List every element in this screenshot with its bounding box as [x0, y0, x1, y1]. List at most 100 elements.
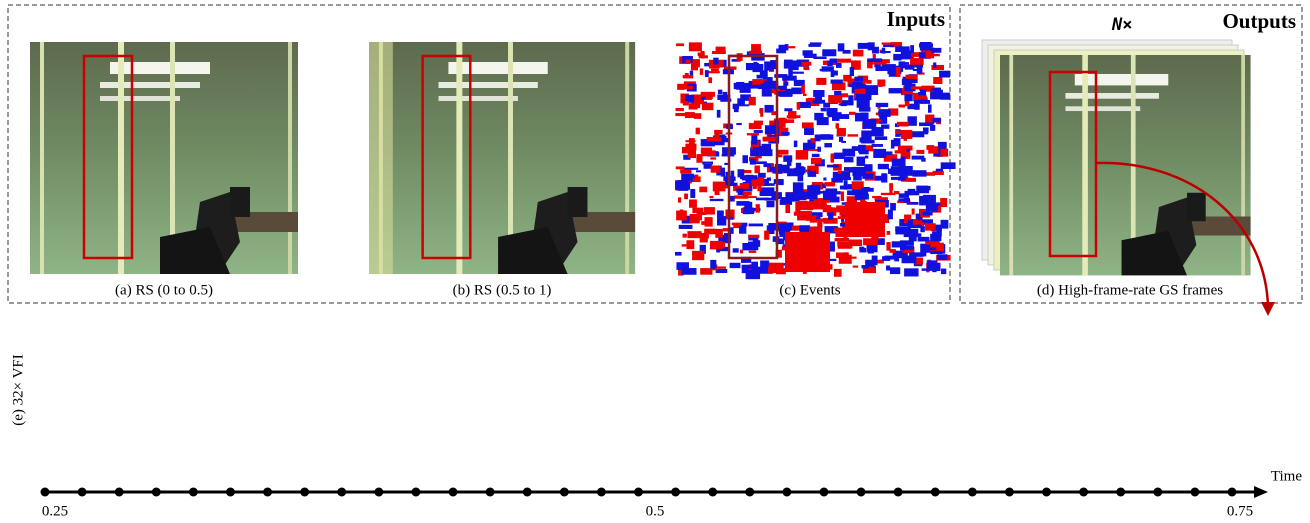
event-blob [881, 124, 890, 129]
event-blob [875, 66, 883, 72]
event-blob [704, 62, 710, 67]
event-blob [879, 59, 890, 64]
event-blob [715, 268, 728, 274]
event-blob [861, 139, 875, 144]
event-blob [890, 202, 896, 211]
event-blob [750, 140, 760, 150]
event-blob [899, 240, 914, 246]
event-blob [708, 61, 720, 69]
event-blob [731, 222, 742, 226]
event-blob [888, 108, 899, 116]
event-blob [874, 136, 888, 141]
event-blob [774, 127, 789, 137]
event-blob [741, 222, 748, 227]
event-blob [904, 83, 916, 92]
event-blob [935, 168, 943, 172]
outputs-label: Outputs [1222, 9, 1296, 33]
event-blob [816, 117, 829, 126]
gs-frames [981, 39, 1275, 316]
event-blob [874, 175, 888, 181]
event-blob [856, 156, 866, 166]
event-blob [753, 120, 764, 125]
time-dot [1153, 487, 1163, 497]
event-blob [870, 238, 885, 245]
event-blob [865, 259, 875, 267]
event-blob [784, 108, 793, 112]
event-blob [790, 71, 804, 74]
event-blob [677, 197, 682, 203]
event-blob [710, 157, 717, 160]
event-blob [756, 74, 768, 79]
event-blob [838, 103, 854, 106]
event-blob [766, 225, 775, 234]
tick-label: 0.25 [42, 503, 68, 519]
event-blob [853, 174, 862, 181]
event-blob [920, 251, 927, 257]
event-blob [940, 162, 956, 170]
event-blob [679, 209, 684, 219]
event-blob [831, 82, 846, 91]
event-blob [842, 49, 851, 54]
event-blob [750, 147, 760, 157]
event-blob [678, 268, 684, 276]
event-blob [828, 95, 843, 103]
event-blob [905, 177, 916, 182]
event-blob [746, 133, 760, 136]
event-blob [912, 170, 927, 177]
event-blob [692, 59, 700, 68]
event-blob [816, 77, 827, 85]
event-blob [846, 255, 852, 261]
event-blob [847, 80, 852, 87]
event-blob [851, 181, 864, 190]
event-blob [880, 51, 891, 54]
event-blob [871, 144, 883, 147]
event-blob [827, 60, 833, 67]
event-blob [759, 149, 773, 157]
event-blob [888, 67, 900, 77]
event-blob [697, 52, 705, 56]
event-blob [900, 151, 911, 157]
event-blob [780, 199, 789, 204]
event-blob [903, 234, 915, 238]
event-blob [818, 191, 827, 194]
event-blob [920, 47, 935, 54]
event-blob [783, 81, 789, 86]
event-blob [759, 187, 775, 197]
event-blob [712, 181, 726, 192]
time-dot [559, 487, 569, 497]
event-blob [893, 138, 901, 147]
event-blob [781, 131, 790, 136]
event-blob [821, 134, 834, 140]
caption: (d) High-frame-rate GS frames [1037, 282, 1223, 298]
inputs-box [7, 4, 951, 304]
event-blob [903, 137, 907, 141]
event-blob [922, 194, 936, 205]
event-blob [762, 183, 775, 186]
event-blob [725, 171, 729, 177]
event-blob [714, 187, 720, 196]
event-blob [795, 150, 809, 160]
event-blob [881, 47, 886, 54]
tick-label: 0.75 [1227, 503, 1253, 519]
event-blob [703, 163, 712, 169]
event-blob [766, 177, 771, 181]
time-dot [1190, 487, 1200, 497]
event-blob [826, 164, 839, 168]
event-blob [751, 44, 761, 53]
event-blob [727, 182, 738, 187]
event-blob [846, 196, 858, 205]
event-blob [839, 136, 844, 142]
event-blob [926, 145, 935, 150]
event-blob [766, 205, 775, 208]
event-blob [841, 171, 851, 178]
event-blob [716, 246, 730, 252]
event-blob [764, 104, 774, 113]
event-blob [700, 91, 715, 97]
event-blob [771, 90, 775, 94]
event-blob [783, 61, 799, 69]
event-blob [816, 218, 830, 222]
event-blob [809, 226, 823, 234]
time-dot [1116, 487, 1126, 497]
event-blob [687, 231, 702, 239]
event-blob [821, 66, 834, 72]
